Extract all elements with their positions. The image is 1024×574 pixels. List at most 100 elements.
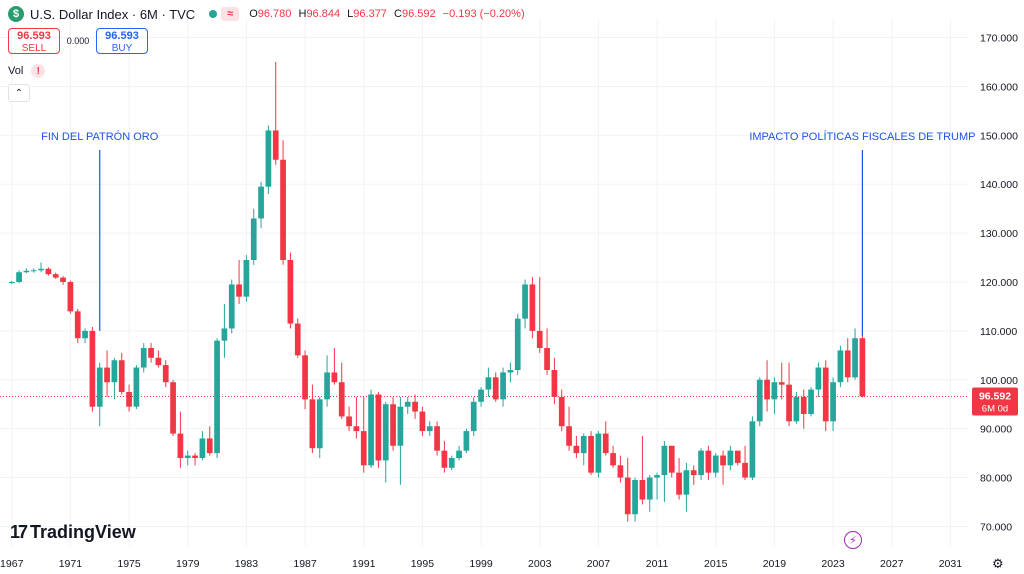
- y-tick-label: 110.000: [980, 326, 1017, 338]
- candle: [60, 276, 66, 285]
- candle-body: [228, 284, 235, 329]
- candle: [228, 279, 235, 334]
- candle: [89, 326, 96, 412]
- candle: [118, 352, 125, 395]
- candle-body: [808, 389, 814, 414]
- x-tick-label: 1995: [411, 558, 435, 570]
- candle: [287, 252, 294, 329]
- annotation-label: FIN DEL PATRÓN ORO: [41, 130, 159, 143]
- candle-body: [96, 367, 103, 407]
- high-label: H: [298, 8, 307, 20]
- candle: [778, 362, 785, 400]
- x-tick-label: 1987: [293, 558, 317, 570]
- market-flag-icon[interactable]: ≈: [221, 7, 240, 21]
- buy-price: 96.593: [105, 30, 139, 42]
- candle-body: [177, 433, 184, 458]
- x-tick-label: 1975: [117, 558, 141, 570]
- candle-body: [573, 445, 580, 454]
- candle: [221, 304, 228, 358]
- candle-body: [45, 268, 52, 275]
- candle-body: [30, 270, 37, 272]
- candle-body: [287, 260, 294, 324]
- candle-body: [8, 282, 15, 283]
- candle: [624, 458, 631, 522]
- candle: [690, 465, 697, 485]
- open-label: O: [249, 8, 258, 20]
- candle: [676, 458, 682, 500]
- candle: [177, 411, 184, 468]
- tradingview-logo-icon: 17: [10, 522, 28, 542]
- candle: [456, 445, 462, 461]
- candle-body: [243, 260, 250, 297]
- candle-body: [683, 470, 690, 495]
- time-axis[interactable]: 1967 1971 1975 1979 1983 1987 1991 1995 1999 2003…: [0, 558, 962, 570]
- candle: [800, 389, 807, 429]
- candle-body: [140, 348, 147, 368]
- symbol-icon[interactable]: $: [8, 6, 24, 22]
- market-open-status-icon[interactable]: [209, 10, 218, 18]
- candle: [595, 431, 602, 478]
- candle: [206, 426, 213, 456]
- price-axis[interactable]: 170.000 160.000 150.000 140.000 130.000 120.0…: [980, 33, 1018, 534]
- candle: [96, 362, 103, 427]
- candle-body: [610, 453, 616, 466]
- candle: [705, 445, 712, 480]
- low-label: L: [347, 8, 354, 20]
- candle-body: [368, 394, 374, 466]
- candle-body: [727, 450, 734, 466]
- symbol-title[interactable]: U.S. Dollar Index · 6M · TVC: [30, 6, 196, 22]
- candle-body: [390, 404, 396, 446]
- candle-body: [852, 338, 858, 378]
- candle: [544, 328, 550, 375]
- candle-body: [793, 396, 800, 422]
- candle: [742, 445, 748, 480]
- x-tick-label: 2007: [587, 558, 611, 570]
- candle-body: [470, 401, 477, 432]
- candle-body: [155, 357, 162, 366]
- gear-icon[interactable]: ⚙: [992, 556, 1004, 571]
- candle-body: [632, 480, 638, 515]
- candle: [822, 360, 829, 432]
- candle: [536, 277, 543, 353]
- candle-body: [419, 411, 426, 432]
- candle: [382, 401, 389, 483]
- y-tick-label: 100.000: [980, 375, 1018, 387]
- candle: [734, 450, 741, 466]
- candle-body: [67, 282, 74, 312]
- candle: [844, 338, 851, 383]
- chevron-up-icon[interactable]: ⌃: [8, 84, 30, 102]
- candle-body: [720, 455, 726, 466]
- candle-body: [60, 277, 66, 282]
- x-tick-label: 1991: [352, 558, 376, 570]
- buy-button[interactable]: 96.593 BUY: [96, 28, 148, 54]
- volume-warning-icon[interactable]: !: [31, 64, 46, 78]
- grid: [0, 18, 968, 546]
- candle-body: [353, 426, 360, 432]
- candle: [30, 268, 37, 273]
- sell-button[interactable]: 96.593 SELL: [8, 28, 60, 54]
- candle-body: [404, 401, 411, 407]
- candle: [52, 272, 59, 280]
- candle: [126, 384, 132, 412]
- candle-body: [800, 396, 807, 414]
- spread-value: 0.000: [66, 36, 90, 46]
- y-tick-label: 90.000: [980, 424, 1012, 436]
- candle: [23, 268, 30, 274]
- candle-body: [602, 433, 609, 454]
- candle: [104, 350, 110, 397]
- volume-legend[interactable]: Vol !: [8, 64, 46, 78]
- x-tick-label: 2011: [646, 558, 669, 570]
- candle-body: [82, 330, 88, 339]
- candle: [646, 475, 653, 512]
- candle-body: [668, 445, 675, 473]
- lightning-icon[interactable]: ⚡: [844, 531, 862, 549]
- candle: [419, 406, 426, 436]
- candle: [478, 387, 484, 407]
- candle: [573, 436, 580, 458]
- candle: [522, 279, 528, 329]
- candle: [258, 181, 264, 229]
- candle-body: [492, 377, 499, 400]
- candle: [588, 431, 594, 476]
